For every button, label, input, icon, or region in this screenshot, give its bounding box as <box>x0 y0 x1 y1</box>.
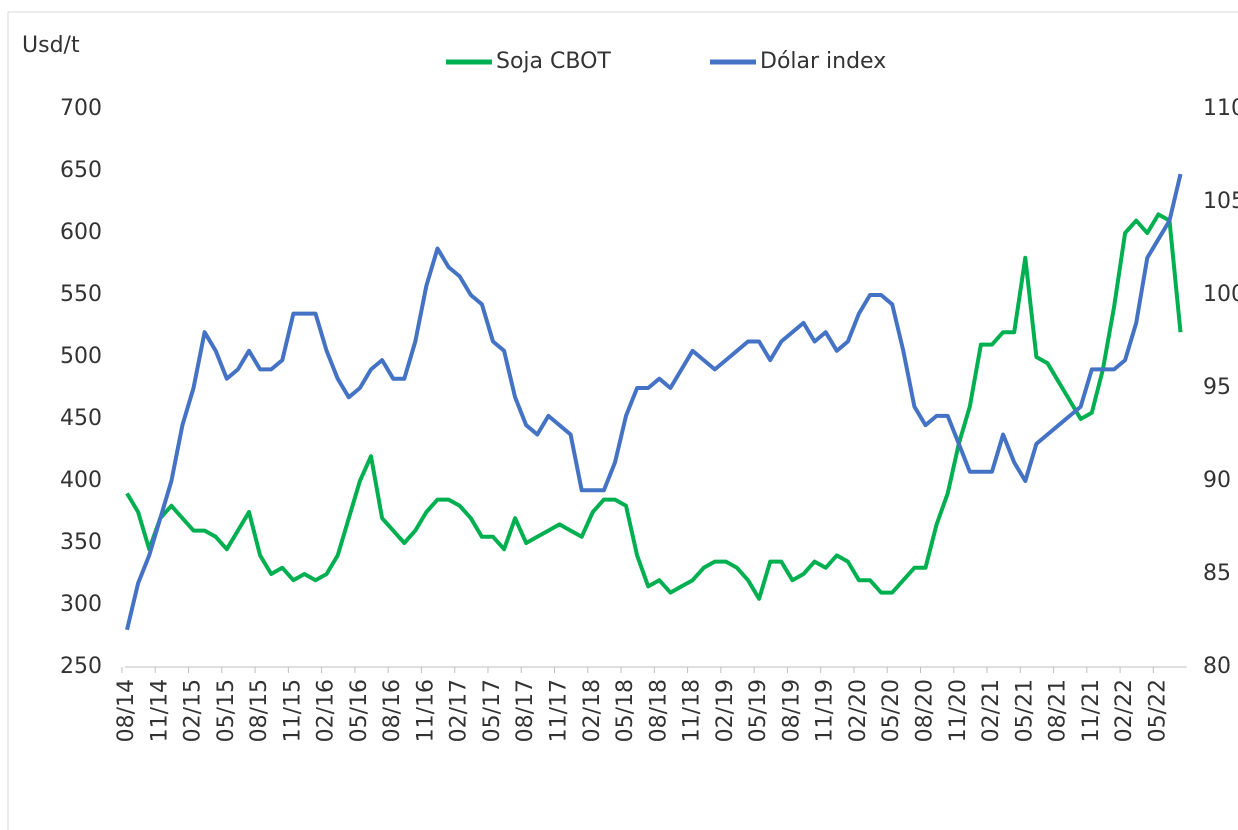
y-tick-label: 500 <box>60 344 102 369</box>
x-tick-label: 08/21 <box>1046 679 1071 742</box>
x-tick-label: 11/14 <box>147 679 172 742</box>
x-tick-label: 05/21 <box>1012 679 1037 742</box>
x-tick-label: 11/19 <box>813 679 838 742</box>
y-tick-label: 650 <box>60 158 102 183</box>
y2-tick-label: 100 <box>1203 282 1238 307</box>
x-tick-label: 02/20 <box>846 679 871 742</box>
y2-tick-label: 90 <box>1203 468 1231 493</box>
y2-tick-label: 110 <box>1203 96 1238 121</box>
y-tick-label: 450 <box>60 406 102 431</box>
legend-label: Dólar index <box>760 49 886 74</box>
x-tick-label: 05/16 <box>347 679 372 742</box>
y2-tick-label: 105 <box>1203 189 1238 214</box>
y-axis-label: Usd/t <box>22 33 80 58</box>
x-tick-label: 05/17 <box>480 679 505 742</box>
x-tick-label: 08/18 <box>646 679 671 742</box>
x-tick-label: 08/15 <box>247 679 272 742</box>
x-tick-label: 02/15 <box>181 679 206 742</box>
y-tick-label: 350 <box>60 530 102 555</box>
x-tick-label: 11/16 <box>413 679 438 742</box>
x-tick-label: 05/22 <box>1145 679 1170 742</box>
x-tick-label: 08/17 <box>513 679 538 742</box>
y-tick-label: 250 <box>60 654 102 679</box>
y2-tick-label: 85 <box>1203 561 1231 586</box>
x-tick-label: 11/21 <box>1079 679 1104 742</box>
x-tick-label: 08/16 <box>380 679 405 742</box>
x-tick-label: 11/15 <box>280 679 305 742</box>
y-tick-label: 300 <box>60 592 102 617</box>
x-tick-label: 05/20 <box>879 679 904 742</box>
y-tick-label: 550 <box>60 282 102 307</box>
x-tick-label: 02/18 <box>580 679 605 742</box>
y-tick-label: 700 <box>60 96 102 121</box>
x-tick-label: 05/19 <box>746 679 771 742</box>
x-tick-label: 02/19 <box>713 679 738 742</box>
x-tick-label: 05/15 <box>214 679 239 742</box>
data-line <box>125 212 1183 601</box>
y-tick-label: 400 <box>60 468 102 493</box>
x-tick-label: 08/20 <box>912 679 937 742</box>
y2-tick-label: 95 <box>1203 375 1231 400</box>
x-tick-label: 02/16 <box>314 679 339 742</box>
y-tick-label: 600 <box>60 220 102 245</box>
x-tick-label: 02/21 <box>979 679 1004 742</box>
legend-label: Soja CBOT <box>496 49 611 74</box>
y2-tick-label: 80 <box>1203 654 1231 679</box>
x-tick-label: 11/17 <box>547 679 572 742</box>
x-tick-label: 02/17 <box>447 679 472 742</box>
x-tick-label: 11/20 <box>946 679 971 742</box>
frame <box>7 11 1238 830</box>
data-line <box>125 173 1183 631</box>
x-tick-label: 11/18 <box>680 679 705 742</box>
x-tick-label: 05/18 <box>613 679 638 742</box>
x-tick-label: 08/19 <box>779 679 804 742</box>
x-tick-label: 02/22 <box>1112 679 1137 742</box>
x-tick-label: 08/14 <box>114 679 139 742</box>
